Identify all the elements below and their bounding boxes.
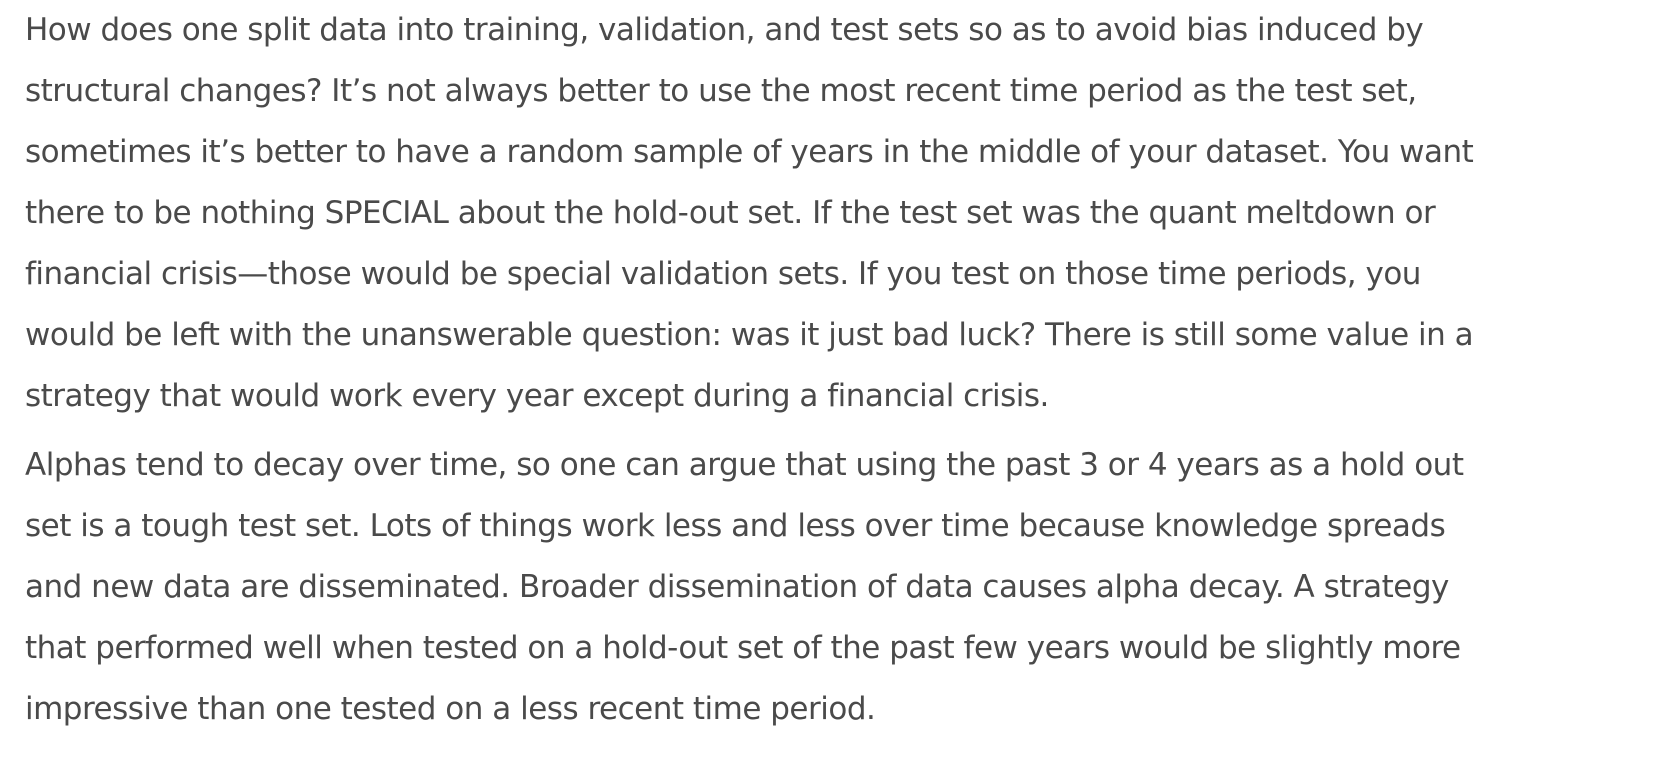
text-line: set is a tough test set. Lots of things … [25, 508, 1446, 544]
article-body: How does one split data into training, v… [25, 0, 1645, 740]
text-line: that performed well when tested on a hol… [25, 630, 1461, 666]
text-line: How does one split data into training, v… [25, 12, 1424, 48]
text-line: Alphas tend to decay over time, so one c… [25, 447, 1464, 483]
paragraph-alpha-decay: Alphas tend to decay over time, so one c… [25, 435, 1645, 740]
text-line: and new data are disseminated. Broader d… [25, 569, 1449, 605]
text-line: strategy that would work every year exce… [25, 378, 1049, 414]
paragraph-holdout-split: How does one split data into training, v… [25, 0, 1645, 427]
text-line: impressive than one tested on a less rec… [25, 691, 876, 727]
text-line: sometimes it’s better to have a random s… [25, 134, 1474, 170]
text-line: structural changes? It’s not always bett… [25, 73, 1417, 109]
text-line: would be left with the unanswerable ques… [25, 317, 1474, 353]
text-line: there to be nothing SPECIAL about the ho… [25, 195, 1436, 231]
text-line: financial crisis—those would be special … [25, 256, 1421, 292]
